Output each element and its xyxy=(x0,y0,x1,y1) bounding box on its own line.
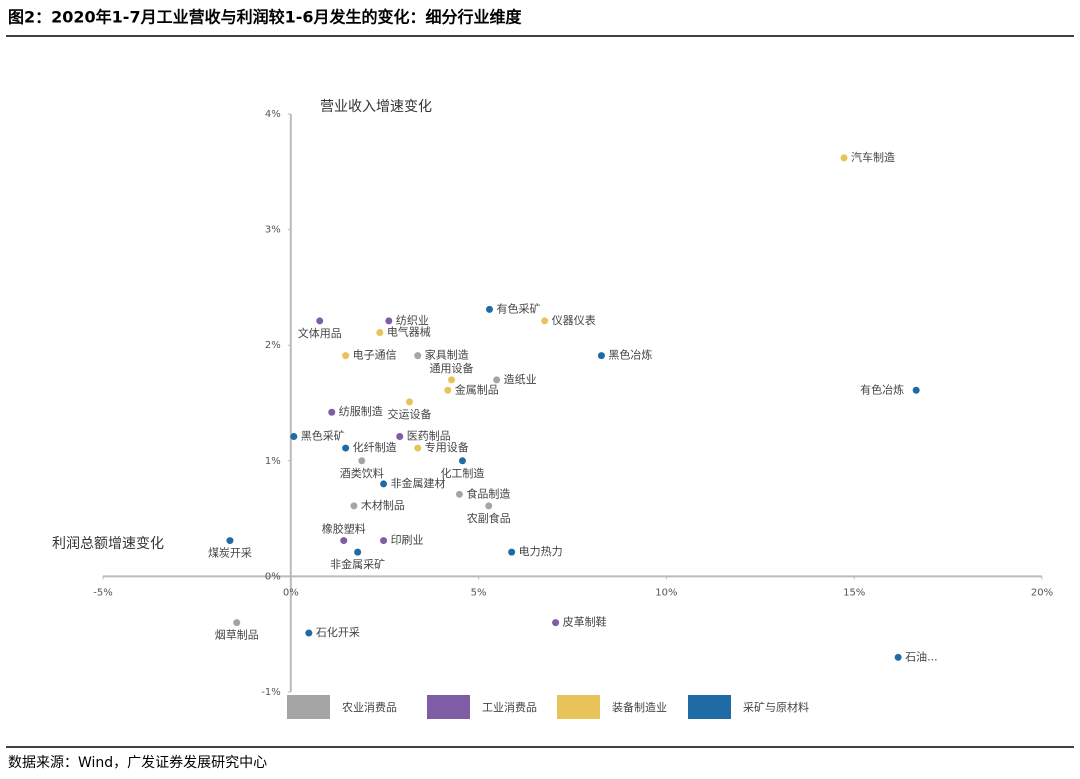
point-label: 交运设备 xyxy=(387,407,431,421)
y-tick-label: -1% xyxy=(261,687,280,698)
point-label: 有色冶炼 xyxy=(860,382,904,396)
point xyxy=(316,317,324,325)
point xyxy=(342,352,350,360)
legend-swatch xyxy=(287,695,330,719)
chart-title: 图2：2020年1-7月工业营收与利润较1-6月发生的变化：细分行业维度 xyxy=(8,8,522,27)
y-tick-label: 3% xyxy=(265,225,281,236)
point xyxy=(448,376,456,384)
point-label: 农副食品 xyxy=(467,511,511,525)
y-tick-label: 1% xyxy=(265,456,281,467)
point-label: 电气器械 xyxy=(387,324,431,338)
point xyxy=(342,444,350,452)
point-label: 家具制造 xyxy=(425,348,469,362)
point-label: 黑色采矿 xyxy=(301,429,345,443)
point xyxy=(305,629,313,637)
point-label: 专用设备 xyxy=(425,440,469,454)
y-tick-label: 2% xyxy=(265,340,281,351)
x-tick-label: 0% xyxy=(283,587,299,598)
point-label: 食品制造 xyxy=(466,486,510,500)
point-label: 石油... xyxy=(905,649,938,663)
point-label: 造纸业 xyxy=(504,372,537,386)
point xyxy=(226,537,234,545)
y-tick-label: 4% xyxy=(265,109,281,120)
point-label: 橡胶塑料 xyxy=(322,522,366,536)
point xyxy=(455,490,463,498)
point xyxy=(405,398,413,406)
point-label: 纺织业 xyxy=(396,313,429,327)
point-label: 化纤制造 xyxy=(353,440,397,454)
point xyxy=(354,548,362,556)
point xyxy=(376,328,384,336)
point-label: 黑色冶炼 xyxy=(608,348,652,362)
point xyxy=(444,386,452,394)
point xyxy=(458,457,466,465)
point-label: 酒类饮料 xyxy=(340,466,384,480)
point-label: 通用设备 xyxy=(430,361,474,375)
point-label: 电力热力 xyxy=(519,545,563,558)
legend-label: 工业消费品 xyxy=(482,700,537,714)
point-label: 仪器仪表 xyxy=(552,313,596,327)
legend-label: 装备制造业 xyxy=(612,700,667,714)
legend-label: 采矿与原材料 xyxy=(743,700,809,714)
point-label: 木材制品 xyxy=(361,498,405,512)
point xyxy=(350,502,358,510)
point-label: 化工制造 xyxy=(440,466,484,480)
x-tick-label: -5% xyxy=(93,587,112,598)
point-label: 文体用品 xyxy=(298,326,342,340)
point-label: 石化开采 xyxy=(316,625,360,639)
point xyxy=(840,154,848,162)
point xyxy=(912,386,920,394)
point xyxy=(380,480,388,488)
point-label: 非金属采矿 xyxy=(330,557,385,571)
legend-swatch xyxy=(557,695,600,719)
point xyxy=(508,548,516,556)
point-label: 煤炭开采 xyxy=(208,547,252,560)
point-label: 非金属建材 xyxy=(391,476,446,490)
x-tick-label: 15% xyxy=(843,587,865,598)
x-axis-title: 利润总额增速变化 xyxy=(52,536,164,552)
point xyxy=(597,352,605,360)
point xyxy=(380,537,388,545)
point-label: 纺服制造 xyxy=(339,404,383,418)
point-label: 电子通信 xyxy=(353,349,397,362)
point-label: 印刷业 xyxy=(391,534,424,547)
point-label: 烟草制品 xyxy=(215,628,259,642)
point xyxy=(552,619,560,627)
x-tick-label: 20% xyxy=(1031,587,1053,598)
y-tick-label: 0% xyxy=(265,571,281,582)
point xyxy=(485,305,493,313)
legend-label: 农业消费品 xyxy=(342,700,397,714)
point xyxy=(290,433,298,441)
legend-swatch xyxy=(688,695,731,719)
point xyxy=(414,352,422,360)
point-label: 金属制品 xyxy=(455,382,499,396)
point xyxy=(485,502,493,510)
source: 数据来源：Wind，广发证券发展研究中心 xyxy=(8,755,267,771)
legend-swatch xyxy=(427,695,470,719)
point-label: 皮革制鞋 xyxy=(563,615,607,629)
point xyxy=(328,408,336,416)
x-tick-label: 10% xyxy=(655,587,677,598)
point xyxy=(894,653,902,661)
y-axis-title: 营业收入增速变化 xyxy=(320,99,432,115)
point xyxy=(340,537,348,545)
point xyxy=(396,433,404,441)
point-label: 医药制品 xyxy=(407,430,451,443)
point xyxy=(541,317,549,325)
point xyxy=(493,376,501,384)
point xyxy=(385,317,393,325)
point xyxy=(414,444,422,452)
point xyxy=(358,457,366,465)
point-label: 有色采矿 xyxy=(496,301,540,315)
point-label: 汽车制造 xyxy=(851,150,895,164)
x-tick-label: 5% xyxy=(471,587,487,598)
point xyxy=(233,619,241,627)
